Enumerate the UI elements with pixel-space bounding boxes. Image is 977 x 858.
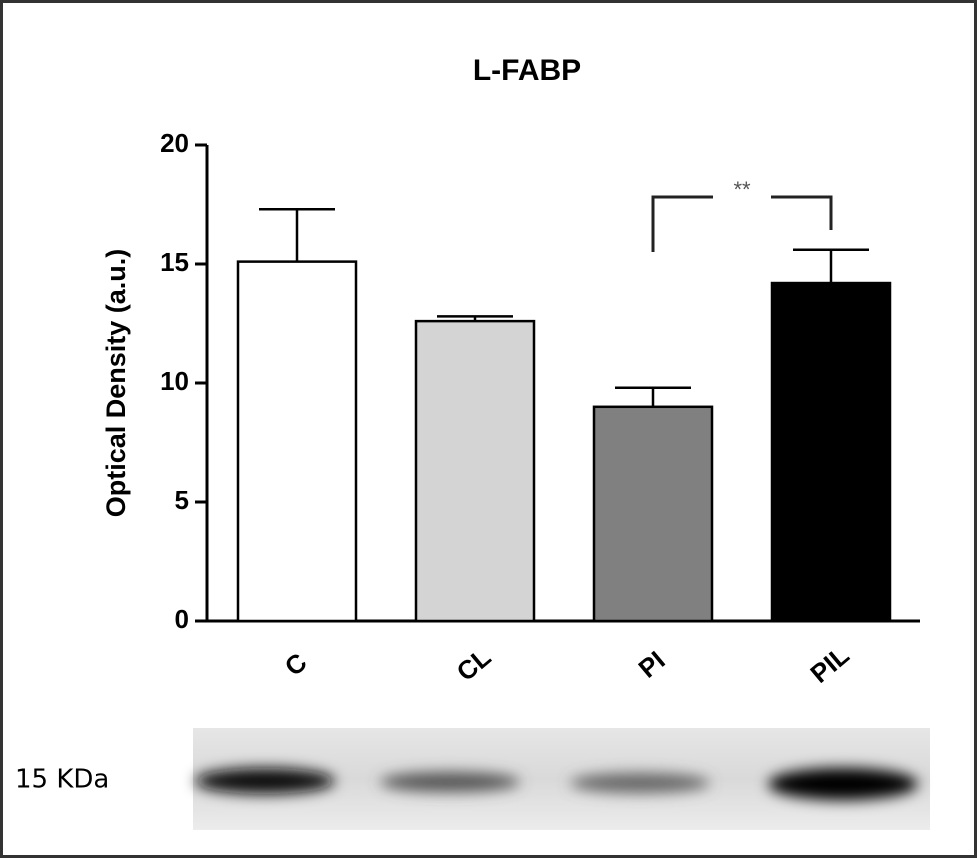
- bar: [414, 319, 536, 623]
- y-axis-label: Optical Density (a.u.): [101, 249, 131, 518]
- significance-bracket: [651, 195, 833, 252]
- bar: [592, 405, 714, 623]
- y-tick-label: 0: [175, 604, 189, 634]
- chart-title: L-FABP: [473, 54, 581, 87]
- y-tick-label: 10: [160, 366, 189, 396]
- y-tick-label: 15: [160, 247, 189, 277]
- y-tick-label: 20: [160, 128, 189, 158]
- significance-label: **: [733, 177, 751, 202]
- bar: [770, 281, 892, 623]
- western-blot: [193, 728, 930, 830]
- blot-band: [768, 768, 918, 800]
- blot-band: [570, 773, 710, 793]
- bar: [236, 260, 358, 623]
- blot-band: [195, 768, 335, 794]
- blot-label: 15 KDa: [15, 765, 109, 795]
- blot-band: [380, 772, 520, 792]
- y-tick-label: 5: [175, 485, 189, 515]
